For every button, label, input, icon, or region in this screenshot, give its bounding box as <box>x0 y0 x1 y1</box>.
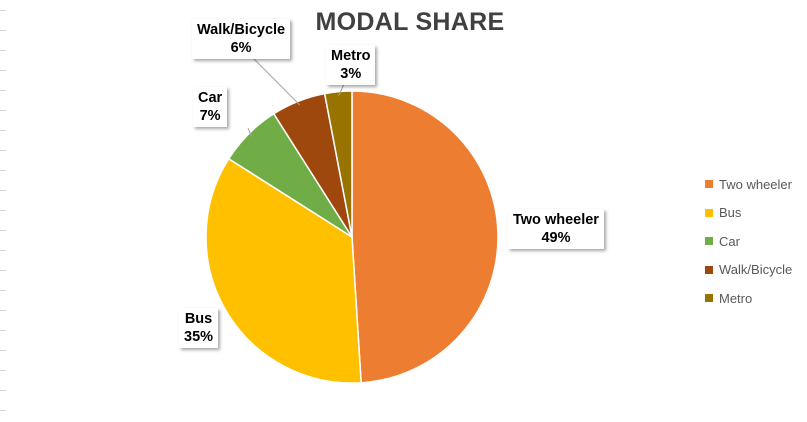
legend-swatch <box>705 208 713 217</box>
legend-swatch <box>705 265 713 274</box>
data-label-value: 35% <box>184 329 214 345</box>
data-label-two-wheeler: Two wheeler 49% <box>508 209 604 249</box>
data-label-walk-bicycle: Walk/Bicycle 6% <box>192 19 291 59</box>
pie-slice-metro <box>323 90 353 238</box>
legend-swatch <box>705 237 713 246</box>
data-label-category: Two wheeler <box>513 212 599 228</box>
data-label-value: 7% <box>199 108 221 124</box>
gutter-tick <box>0 350 6 351</box>
leader-line-walk-bicycle <box>251 56 301 106</box>
legend-item-two-wheeler: Two wheeler <box>705 170 805 199</box>
gutter-tick <box>0 190 6 191</box>
gutter-tick <box>0 410 6 411</box>
chart-legend: Two wheeler Bus Car Walk/Bicycle Metro <box>705 170 805 313</box>
data-label-category: Car <box>198 90 223 106</box>
gutter-tick <box>0 210 6 211</box>
legend-item-bus: Bus <box>705 199 805 228</box>
gutter-tick <box>0 370 6 371</box>
gutter-tick <box>0 30 6 31</box>
gutter-tick <box>0 330 6 331</box>
legend-label: Bus <box>719 205 742 221</box>
gutter-tick <box>0 250 6 251</box>
gutter-tick <box>0 150 6 151</box>
gutter-tick <box>0 10 6 11</box>
gutter-tick <box>0 230 6 231</box>
pie-slice-bus <box>205 157 362 384</box>
data-label-car: Car 7% <box>193 87 228 127</box>
legend-label: Metro <box>719 290 753 306</box>
legend-label: Two wheeler <box>719 176 792 192</box>
legend-swatch <box>705 180 713 189</box>
gutter-tick <box>0 310 6 311</box>
legend-item-walk-bicycle: Walk/Bicycle <box>705 256 805 285</box>
data-label-category: Walk/Bicycle <box>197 22 286 38</box>
data-label-bus: Bus 35% <box>179 308 219 348</box>
leader-line-car <box>247 127 253 137</box>
data-label-category: Bus <box>184 311 213 327</box>
gutter-tick <box>0 170 6 171</box>
gutter-tick <box>0 110 6 111</box>
gutter-tick <box>0 290 6 291</box>
legend-swatch <box>705 294 713 303</box>
data-label-value: 6% <box>230 40 252 56</box>
gutter-tick <box>0 50 6 51</box>
gutter-tick <box>0 390 6 391</box>
legend-item-car: Car <box>705 227 805 256</box>
gutter-tick <box>0 130 6 131</box>
gutter-tick <box>0 90 6 91</box>
pie-slice-two-wheeler <box>351 90 499 384</box>
gutter-tick <box>0 70 6 71</box>
data-label-metro: Metro 3% <box>326 45 376 85</box>
chart-title: MODAL SHARE <box>315 8 505 36</box>
legend-label: Walk/Bicycle <box>719 262 793 278</box>
data-label-value: 3% <box>340 66 362 82</box>
data-label-value: 49% <box>541 230 571 246</box>
legend-label: Car <box>719 233 740 249</box>
legend-item-metro: Metro <box>705 284 805 313</box>
data-label-category: Metro <box>331 48 371 64</box>
gutter-tick <box>0 270 6 271</box>
worksheet-row-gutter <box>0 0 8 422</box>
